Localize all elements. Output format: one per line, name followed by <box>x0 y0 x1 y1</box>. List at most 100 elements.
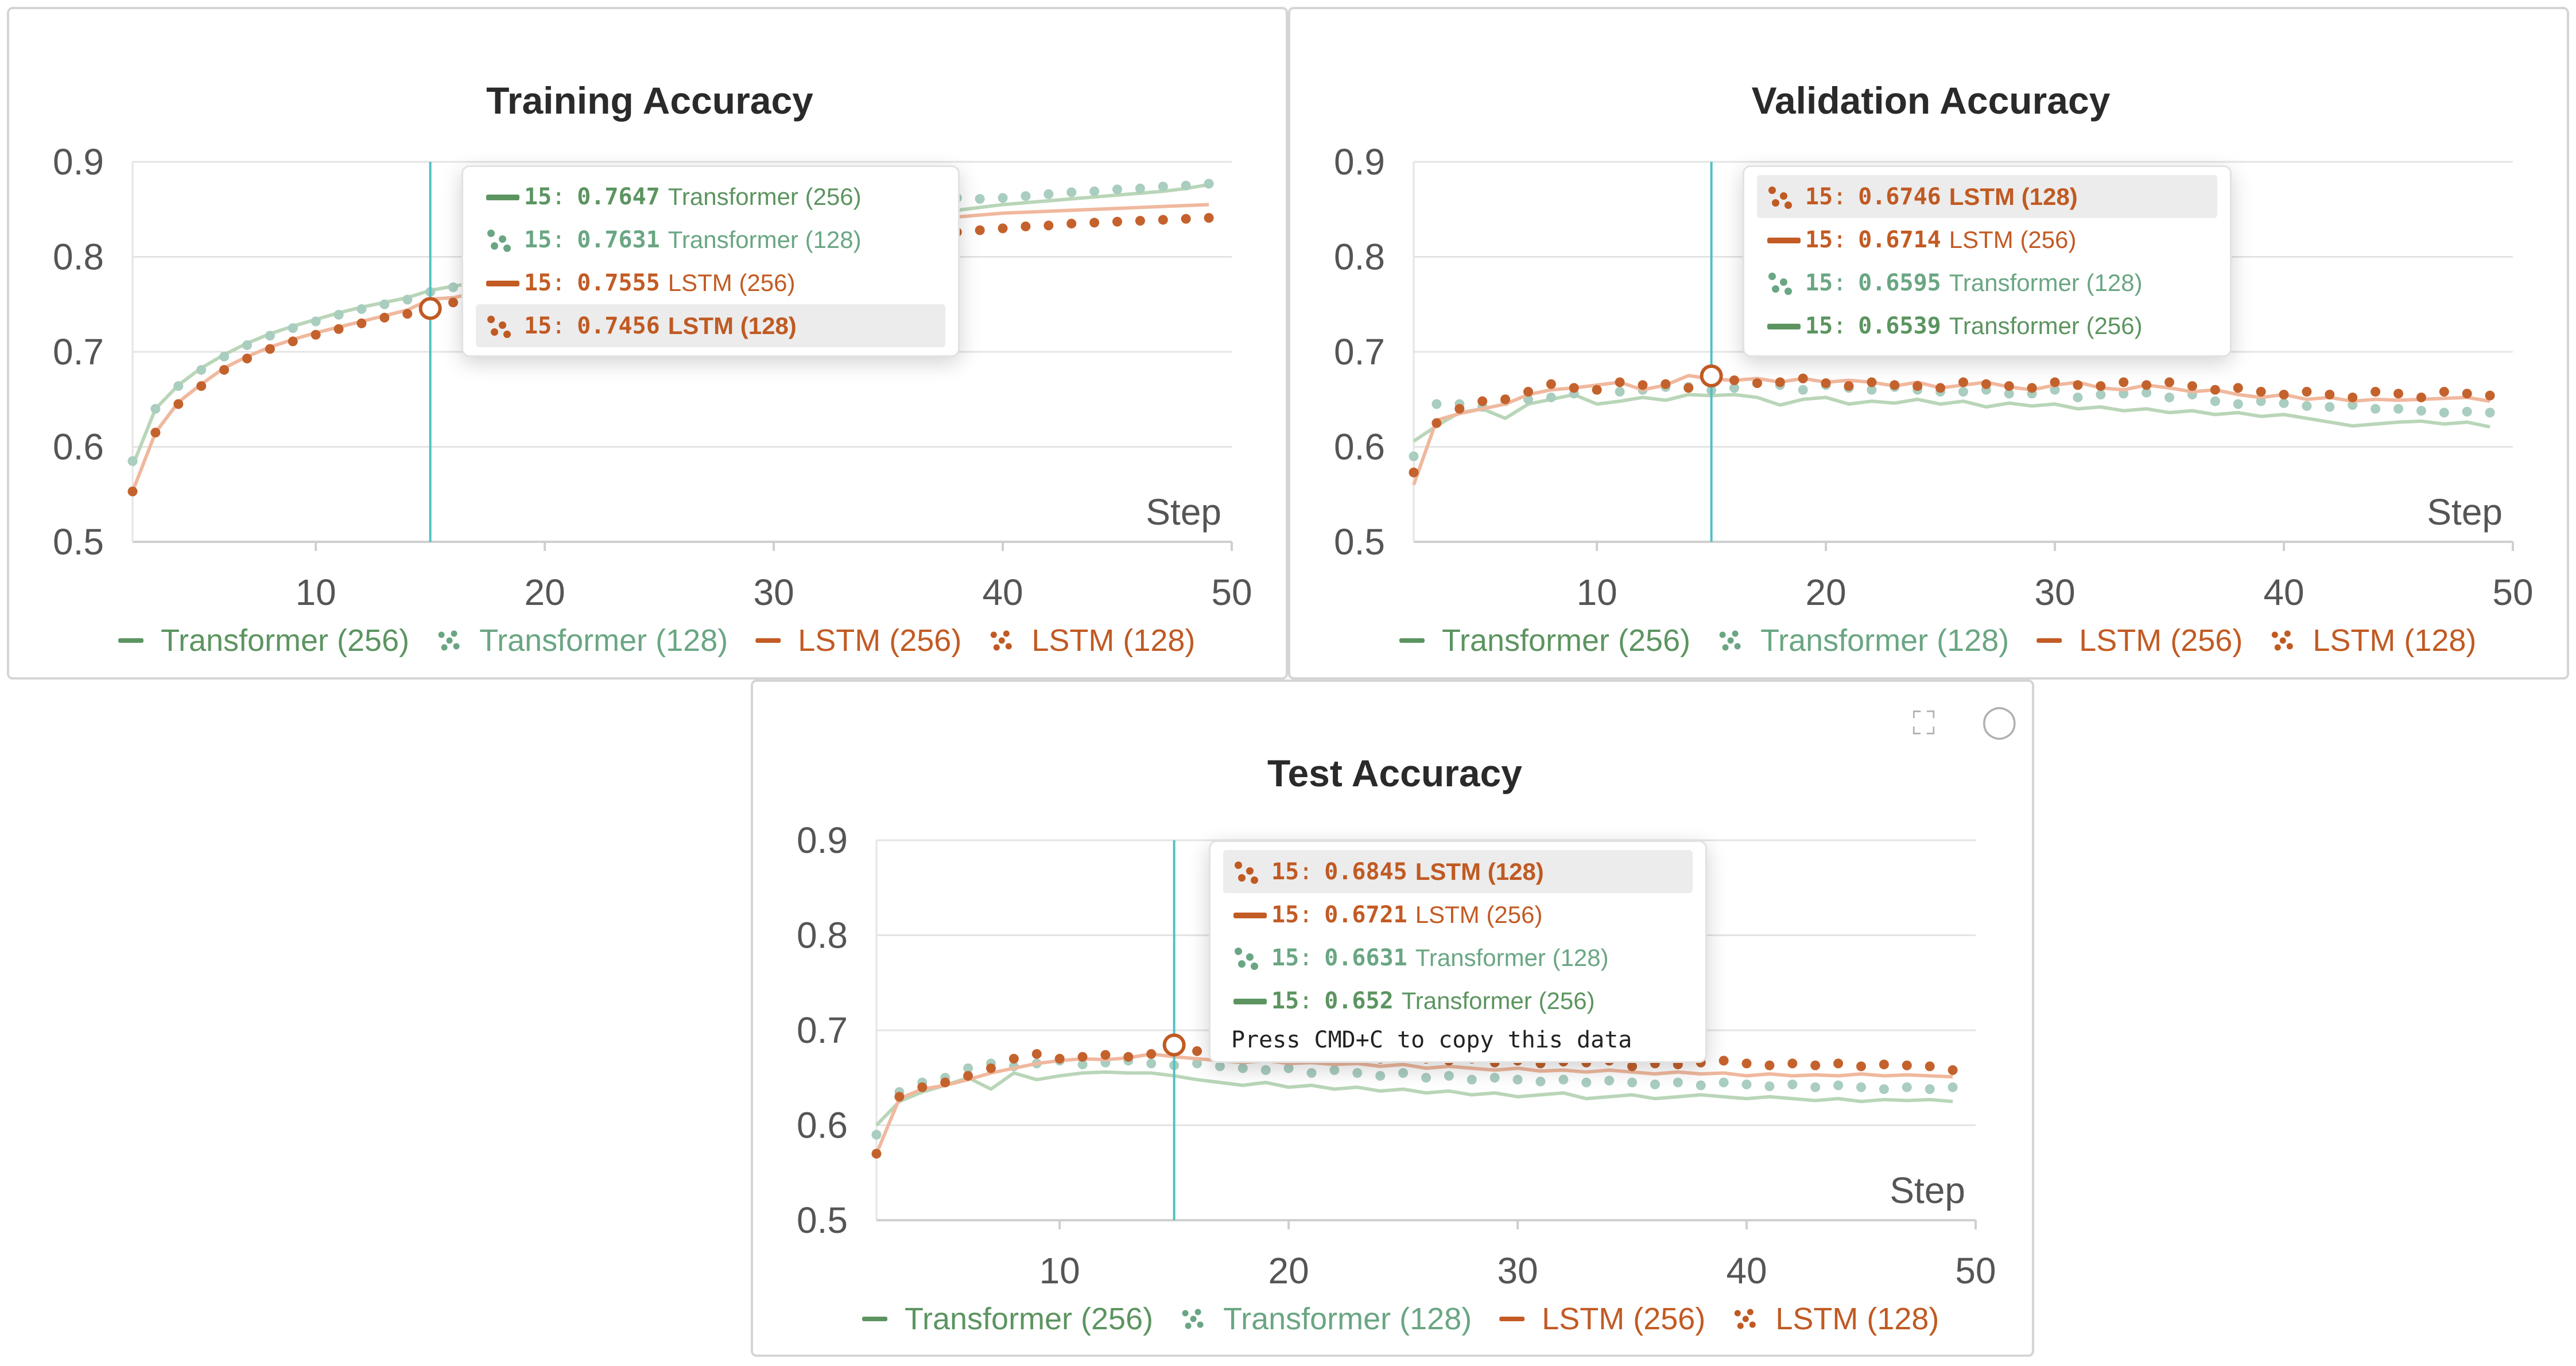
data-point <box>1500 394 1511 405</box>
data-point <box>1089 186 1100 196</box>
legend-item-lstm-256[interactable]: LSTM (256) <box>2036 623 2243 658</box>
data-point <box>1775 377 1785 387</box>
x-tick-label: 10 <box>1039 1250 1080 1291</box>
data-point <box>1683 383 1694 393</box>
data-point <box>1112 216 1123 227</box>
legend-label: LSTM (256) <box>798 623 961 658</box>
data-point <box>1489 1073 1500 1083</box>
legend-dot-swatch <box>990 631 997 638</box>
data-point <box>1569 383 1579 393</box>
legend-dot-swatch <box>438 631 445 638</box>
validation-accuracy-chart[interactable]: Validation Accuracy 0.5 0.6 0.7 0.8 0.9 10 20 30… <box>1290 9 2571 682</box>
data-point <box>1810 1060 1821 1070</box>
x-tick-label: 40 <box>1726 1250 1767 1291</box>
data-point <box>356 318 367 328</box>
legend-dot-swatch <box>1190 1315 1197 1322</box>
data-point <box>1077 1060 1088 1070</box>
legend-item-transformer-128[interactable]: Transformer (128) <box>1182 1302 1472 1336</box>
legend-dot-swatch <box>1197 1321 1204 1328</box>
comment-icon[interactable]: ◯ <box>1981 703 2018 739</box>
data-point <box>1066 219 1077 229</box>
x-tick-label: 40 <box>982 572 1023 613</box>
legend-item-lstm-256[interactable]: LSTM (256) <box>755 623 961 658</box>
data-point <box>1764 1081 1775 1092</box>
tooltip-row-lstm-128: 15:0.7456 LSTM (128) <box>476 304 945 347</box>
data-point <box>311 329 321 340</box>
data-point <box>1981 379 1991 389</box>
legend-dot-swatch <box>2274 644 2281 651</box>
data-point <box>1431 418 1442 428</box>
legend-label: Transformer (128) <box>1760 623 2009 658</box>
data-point <box>2050 385 2060 395</box>
data-point <box>1833 1080 1844 1091</box>
legend-label: Transformer (256) <box>905 1302 1153 1336</box>
data-point <box>1638 380 1648 390</box>
tooltip-separator: : <box>1833 312 1847 339</box>
data-point <box>1958 377 1968 387</box>
legend-label: LSTM (256) <box>1542 1302 1705 1336</box>
data-point <box>2462 406 2472 417</box>
data-point <box>1821 378 1831 389</box>
data-point <box>1409 467 1419 478</box>
data-point <box>1867 385 1877 395</box>
data-point <box>1604 1076 1615 1086</box>
data-point <box>1100 1050 1111 1060</box>
tooltip-series-name: Transformer (128) <box>668 226 862 253</box>
legend-item-lstm-256[interactable]: LSTM (256) <box>1499 1302 1705 1336</box>
y-tick-label: 0.8 <box>797 915 848 956</box>
data-point <box>1627 1061 1638 1072</box>
tooltip-separator: : <box>1299 901 1313 928</box>
data-point <box>2210 396 2220 406</box>
legend-item-transformer-256[interactable]: Transformer (256) <box>862 1302 1153 1336</box>
tooltip-series-name: Transformer (256) <box>1949 312 2143 339</box>
legend-item-lstm-128[interactable]: LSTM (128) <box>1734 1302 1939 1336</box>
tooltip-value: 0.652 <box>1324 987 1394 1014</box>
tooltip-value: 0.7555 <box>577 269 660 296</box>
tooltip-step: 15 <box>1271 901 1299 928</box>
legend-item-lstm-128[interactable]: LSTM (128) <box>990 623 1196 658</box>
expand-icon[interactable]: ⛶ <box>1912 705 1935 741</box>
y-tick-label: 0.9 <box>797 820 848 861</box>
data-point <box>975 194 985 204</box>
legend-dot-swatch <box>2286 643 2293 650</box>
legend-item-transformer-256[interactable]: Transformer (256) <box>118 623 409 658</box>
legend-item-transformer-128[interactable]: Transformer (128) <box>438 623 728 658</box>
test-accuracy-chart[interactable]: Test Accuracy 0.5 0.6 0.7 0.8 0.9 10 20 30 40 50 St… <box>753 682 2036 1359</box>
series-line <box>875 1052 1953 1155</box>
data-point <box>1146 1058 1157 1069</box>
legend-item-transformer-256[interactable]: Transformer (256) <box>1399 623 1690 658</box>
data-point <box>1375 1070 1386 1081</box>
data-point <box>2164 377 2175 387</box>
data-point <box>1021 222 1031 232</box>
legend-dot-swatch <box>1194 1309 1201 1315</box>
legend-dot-swatch <box>2271 631 2278 638</box>
legend-dot-swatch <box>1719 631 1726 638</box>
legend-item-lstm-128[interactable]: LSTM (128) <box>2271 623 2477 658</box>
data-point <box>1215 1061 1225 1072</box>
data-point <box>2302 387 2312 397</box>
tooltip-separator: : <box>1299 944 1313 971</box>
x-tick-label: 50 <box>2492 572 2533 613</box>
tooltip-value: 0.7456 <box>577 312 660 339</box>
data-point <box>448 297 459 308</box>
data-point <box>2485 390 2495 401</box>
tooltip-value: 0.6595 <box>1858 269 1941 296</box>
data-point <box>1879 1060 1889 1070</box>
data-point <box>173 399 184 409</box>
data-point <box>1890 380 1900 390</box>
chart-title: Training Accuracy <box>486 79 813 122</box>
dots-swatch-icon <box>484 315 524 338</box>
legend-dot-swatch <box>2279 637 2286 644</box>
data-point <box>2279 398 2289 408</box>
legend-item-transformer-128[interactable]: Transformer (128) <box>1719 623 2009 658</box>
data-point <box>2439 408 2449 418</box>
data-point <box>242 354 252 364</box>
tooltip-series-name: LSTM (256) <box>1415 901 1543 928</box>
data-point <box>1764 1060 1775 1070</box>
legend-dot-swatch <box>998 637 1005 644</box>
data-point <box>1181 214 1191 224</box>
data-point <box>1031 1049 1042 1059</box>
tooltip-separator: : <box>552 312 566 339</box>
data-point <box>2096 381 2106 391</box>
x-tick-label: 40 <box>2263 572 2304 613</box>
